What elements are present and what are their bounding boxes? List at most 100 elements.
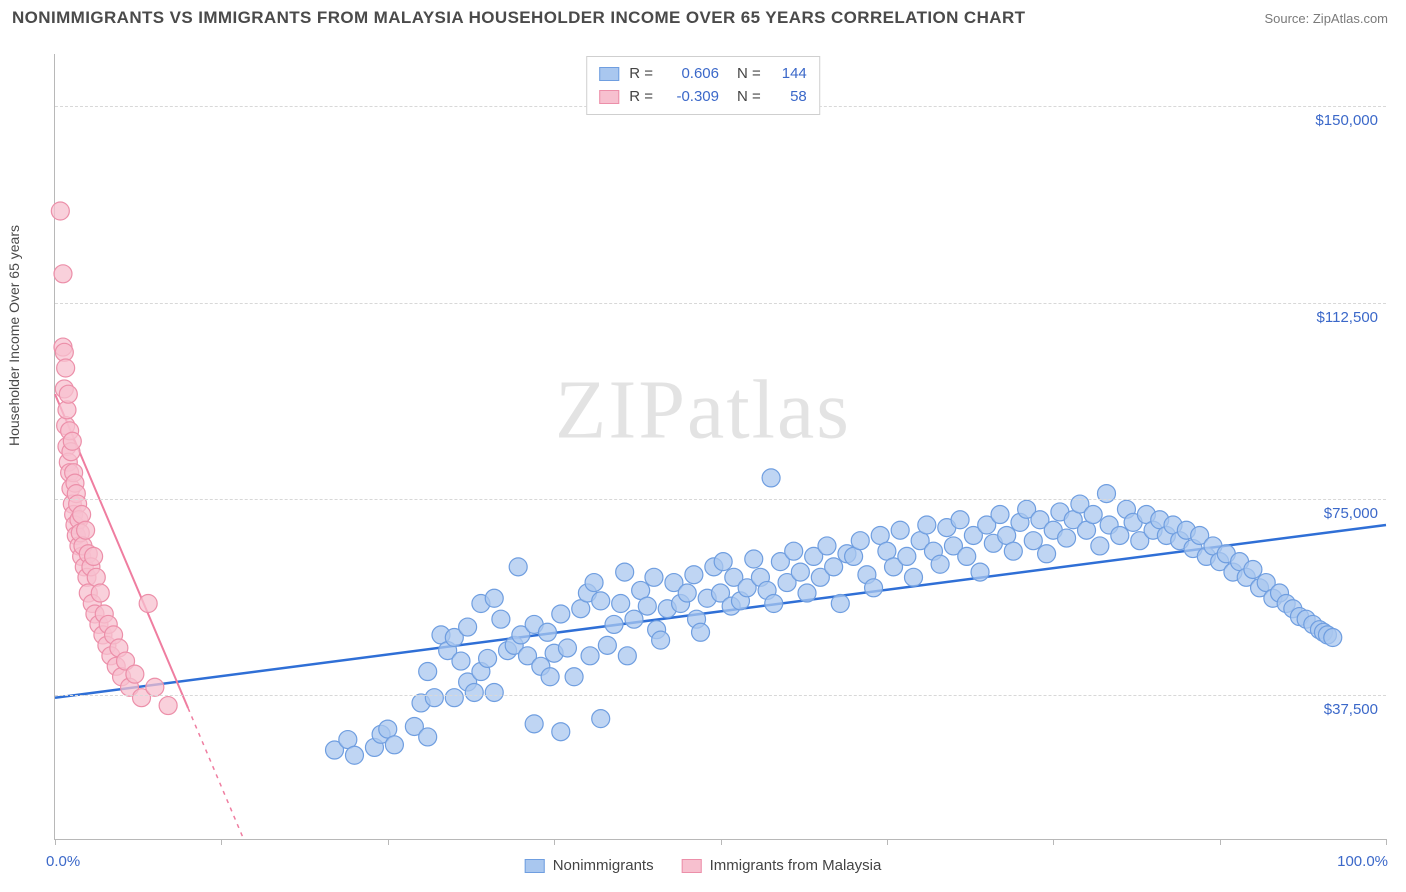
x-tick [721,839,722,845]
legend-stat-row: R =0.606N =144 [599,63,807,86]
data-point [678,584,696,602]
y-tick-label: $37,500 [1324,701,1378,718]
data-point [898,547,916,565]
legend-item: Nonimmigrants [525,857,654,874]
plot-area: $37,500 $75,000 $112,500 $150,000 [54,54,1386,840]
x-tick [1386,839,1387,845]
legend-swatch [599,90,619,104]
data-point [452,652,470,670]
data-point [541,668,559,686]
y-tick-label: $75,000 [1324,505,1378,522]
x-axis-label-max: 100.0% [1337,853,1388,870]
data-point [385,736,403,754]
data-point [552,605,570,623]
data-point [1324,629,1342,647]
data-point [345,746,363,764]
data-point [492,610,510,628]
chart-header: NONIMMIGRANTS VS IMMIGRANTS FROM MALAYSI… [0,0,1406,28]
data-point [825,558,843,576]
legend-swatch [599,67,619,81]
data-point [581,647,599,665]
data-point [791,563,809,581]
data-point [465,683,483,701]
stat-value-r: 0.606 [663,63,719,86]
y-tick-label: $112,500 [1317,309,1378,326]
data-point [552,723,570,741]
data-point [918,516,936,534]
data-point [445,689,463,707]
data-point [605,615,623,633]
data-point [951,511,969,529]
stat-value-n: 144 [771,63,807,86]
data-point [851,532,869,550]
stat-label-r: R = [629,86,653,109]
data-point [485,589,503,607]
data-point [625,610,643,628]
data-point [73,506,91,524]
data-point [891,521,909,539]
data-point [1091,537,1109,555]
legend-label: Immigrants from Malaysia [710,857,882,874]
data-point [831,595,849,613]
data-point [652,631,670,649]
data-point [51,202,69,220]
data-point [538,623,556,641]
y-tick-label: $150,000 [1315,112,1378,129]
data-point [425,689,443,707]
gridline [55,303,1386,304]
data-point [479,649,497,667]
legend-stat-row: R =-0.309N =58 [599,86,807,109]
data-point [139,595,157,613]
data-point [904,568,922,586]
data-point [85,547,103,565]
x-tick [887,839,888,845]
data-point [1058,529,1076,547]
data-point [459,618,477,636]
x-tick [1220,839,1221,845]
data-point [419,728,437,746]
data-point [714,553,732,571]
source-attribution: Source: ZipAtlas.com [1264,11,1388,26]
data-point [1024,532,1042,550]
data-point [598,636,616,654]
gridline [55,695,1386,696]
data-point [618,647,636,665]
data-point [91,584,109,602]
data-point [565,668,583,686]
correlation-legend: R =0.606N =144R =-0.309N =58 [586,56,820,115]
data-point [146,678,164,696]
data-point [1038,545,1056,563]
data-point [159,697,177,715]
data-point [126,665,144,683]
data-point [785,542,803,560]
data-point [525,715,543,733]
data-point [645,568,663,586]
x-axis-label-min: 0.0% [46,853,80,870]
data-point [77,521,95,539]
legend-swatch [682,859,702,873]
data-point [585,574,603,592]
stat-label-r: R = [629,63,653,86]
x-tick [55,839,56,845]
data-point [612,595,630,613]
data-point [1244,560,1262,578]
data-point [818,537,836,555]
data-point [592,710,610,728]
data-point [991,506,1009,524]
x-tick [388,839,389,845]
x-tick [221,839,222,845]
data-point [692,623,710,641]
stat-value-r: -0.309 [663,86,719,109]
data-point [638,597,656,615]
data-point [509,558,527,576]
series-legend: Nonimmigrants Immigrants from Malaysia [525,857,882,874]
stat-label-n: N = [737,86,761,109]
data-point [971,563,989,581]
data-point [558,639,576,657]
data-point [63,432,81,450]
chart-title: NONIMMIGRANTS VS IMMIGRANTS FROM MALAYSI… [12,8,1025,28]
data-point [685,566,703,584]
legend-swatch [525,859,545,873]
data-point [931,555,949,573]
data-point [1004,542,1022,560]
